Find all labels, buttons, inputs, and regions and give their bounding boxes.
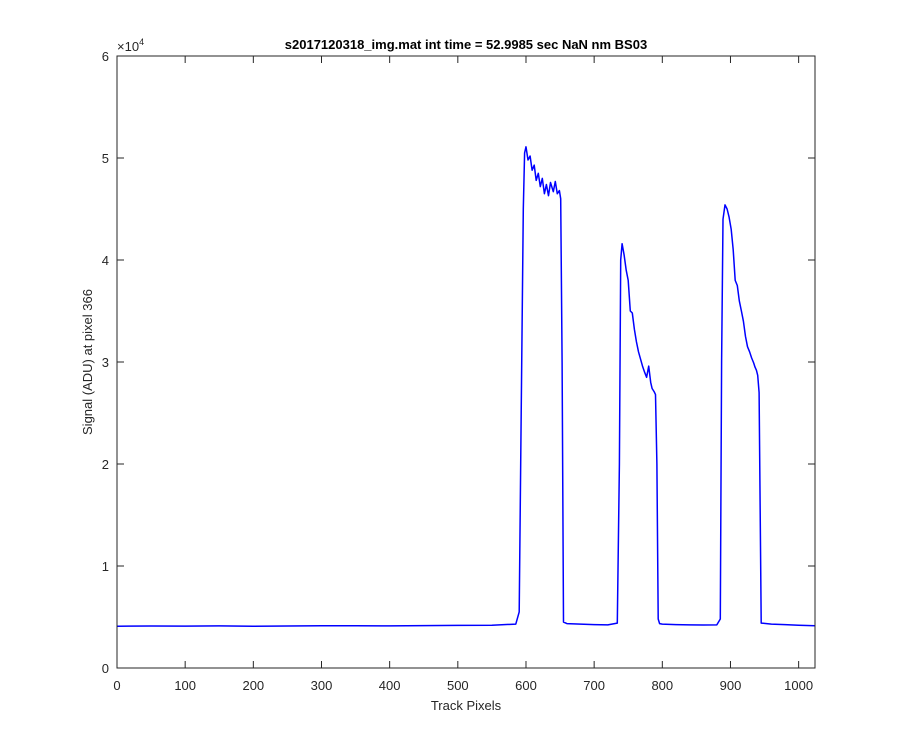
chart-title: s2017120318_img.mat int time = 52.9985 s… <box>285 37 647 52</box>
y-tick-label: 5 <box>102 151 109 166</box>
plot-area <box>117 56 815 668</box>
series-layer <box>116 146 816 627</box>
y-exponent-label: ×104 <box>117 37 144 54</box>
x-tick-label: 500 <box>447 678 469 693</box>
y-axis: 0 1 2 3 4 5 6 <box>102 49 815 676</box>
x-axis-label: Track Pixels <box>431 698 502 713</box>
y-axis-label: Signal (ADU) at pixel 366 <box>80 289 95 435</box>
x-tick-label: 300 <box>311 678 333 693</box>
x-tick-label: 400 <box>379 678 401 693</box>
y-tick-label: 3 <box>102 355 109 370</box>
x-tick-label: 800 <box>651 678 673 693</box>
x-tick-label: 600 <box>515 678 537 693</box>
y-tick-label: 1 <box>102 559 109 574</box>
y-tick-label: 4 <box>102 253 109 268</box>
x-axis: 0 100 200 300 400 500 600 700 800 900 1000 <box>113 56 813 693</box>
x-tick-label: 100 <box>174 678 196 693</box>
y-tick-label: 0 <box>102 661 109 676</box>
x-tick-label: 1000 <box>784 678 813 693</box>
y-tick-label: 2 <box>102 457 109 472</box>
x-tick-label: 900 <box>720 678 742 693</box>
y-tick-label: 6 <box>102 49 109 64</box>
x-tick-label: 0 <box>113 678 120 693</box>
series-line <box>116 146 816 627</box>
x-tick-label: 200 <box>242 678 264 693</box>
x-tick-label: 700 <box>583 678 605 693</box>
